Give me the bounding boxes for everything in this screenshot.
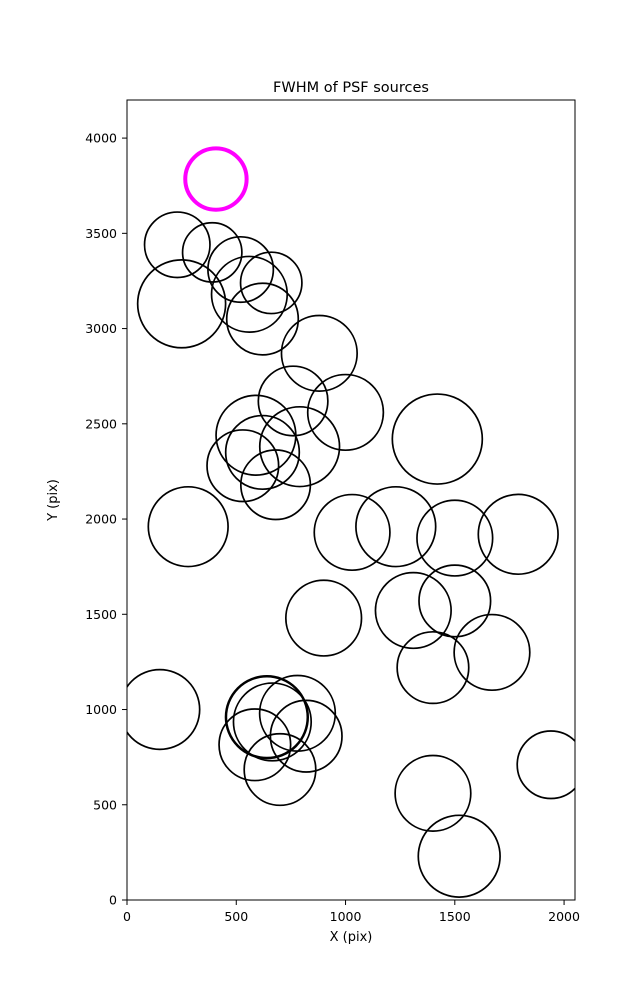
psf-circle bbox=[224, 674, 310, 760]
axes-frame bbox=[126, 99, 576, 901]
psf-circle bbox=[243, 732, 317, 807]
x-tick-label: 1500 bbox=[439, 909, 471, 924]
x-tick-label: 2000 bbox=[548, 909, 580, 924]
psf-circle bbox=[239, 449, 312, 521]
y-tick-label: 4000 bbox=[85, 131, 117, 146]
psf-circle bbox=[394, 754, 472, 833]
psf-circle bbox=[232, 682, 313, 762]
psf-circle bbox=[280, 314, 358, 393]
psf-circle bbox=[239, 251, 303, 315]
psf-circle bbox=[396, 630, 470, 705]
y-tick-label: 500 bbox=[93, 797, 117, 812]
psf-circle bbox=[391, 393, 484, 485]
psf-circle bbox=[453, 613, 531, 692]
psf-circle bbox=[127, 668, 201, 751]
psf-circles-layer bbox=[127, 146, 575, 898]
psf-circle bbox=[258, 674, 337, 753]
psf-circle bbox=[257, 365, 329, 437]
ticks-layer: 0 500 1000 1500 2000 0 500 1000 1500 2000 2500 3000… bbox=[85, 131, 580, 924]
y-tick-label: 2500 bbox=[85, 416, 117, 431]
y-tick-label: 1000 bbox=[85, 702, 117, 717]
psf-circle bbox=[218, 708, 292, 782]
psf-circle bbox=[374, 571, 452, 650]
y-tick-label: 1500 bbox=[85, 607, 117, 622]
y-axis-label: Y (pix) bbox=[46, 479, 61, 522]
psf-circle bbox=[136, 258, 227, 349]
psf-circle bbox=[258, 405, 341, 488]
x-axis-label: X (pix) bbox=[330, 930, 373, 945]
chart-title: FWHM of PSF sources bbox=[273, 80, 429, 96]
psf-circle bbox=[224, 414, 301, 491]
psf-circle bbox=[477, 493, 559, 576]
x-tick-label: 0 bbox=[123, 909, 131, 924]
psf-circle bbox=[418, 564, 492, 638]
psf-circle bbox=[516, 730, 575, 800]
y-tick-label: 0 bbox=[109, 893, 117, 908]
psf-circle bbox=[147, 485, 229, 568]
y-tick-label: 2000 bbox=[85, 512, 117, 527]
x-tick-label: 1000 bbox=[330, 909, 362, 924]
psf-circle bbox=[269, 699, 343, 773]
psf-circle bbox=[284, 579, 363, 657]
psf-circle bbox=[143, 211, 211, 279]
psf-circle bbox=[225, 282, 300, 356]
psf-circle bbox=[306, 373, 385, 452]
highlighted-psf-circle bbox=[183, 146, 249, 212]
y-tick-label: 3500 bbox=[85, 226, 117, 241]
psf-circle bbox=[181, 221, 243, 283]
psf-circle bbox=[417, 814, 501, 898]
psf-circle bbox=[206, 429, 280, 503]
psf-circle bbox=[355, 485, 437, 568]
y-tick-label: 3000 bbox=[85, 321, 117, 336]
x-tick-label: 500 bbox=[224, 909, 248, 924]
psf-circle bbox=[313, 493, 391, 572]
psf-circle bbox=[416, 499, 494, 577]
